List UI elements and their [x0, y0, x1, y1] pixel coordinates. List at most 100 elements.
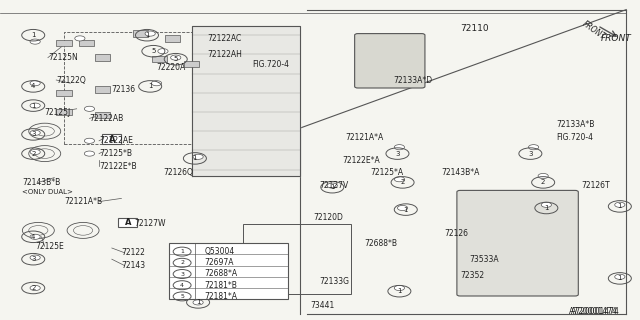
Polygon shape — [192, 26, 300, 176]
Text: 72136: 72136 — [112, 85, 136, 94]
Text: 72133A*B: 72133A*B — [556, 120, 595, 129]
Bar — [95, 54, 110, 61]
Text: 72122AE: 72122AE — [99, 136, 133, 145]
Circle shape — [152, 81, 162, 86]
Text: 72121A*B: 72121A*B — [64, 197, 102, 206]
Text: 72697A: 72697A — [205, 258, 234, 267]
Text: 1: 1 — [404, 207, 408, 212]
Text: 1: 1 — [330, 184, 335, 190]
Circle shape — [30, 130, 40, 135]
Text: 72125N: 72125N — [48, 53, 77, 62]
Circle shape — [30, 255, 40, 260]
Text: 5: 5 — [151, 48, 156, 54]
Text: 2: 2 — [180, 260, 184, 265]
Circle shape — [529, 145, 539, 150]
Bar — [170, 243, 287, 299]
FancyBboxPatch shape — [355, 34, 425, 88]
Text: 73533A: 73533A — [470, 255, 499, 264]
Text: 72181*B: 72181*B — [205, 281, 237, 290]
Text: 72143B*A: 72143B*A — [441, 168, 479, 177]
Text: 72220A: 72220A — [157, 63, 186, 72]
Text: 1: 1 — [148, 84, 152, 89]
Bar — [165, 35, 180, 42]
Bar — [184, 61, 200, 67]
Text: 72122AH: 72122AH — [207, 50, 243, 59]
Circle shape — [84, 138, 95, 143]
Text: 1: 1 — [544, 205, 548, 211]
Text: 5: 5 — [173, 56, 178, 62]
Circle shape — [394, 145, 404, 150]
FancyBboxPatch shape — [118, 218, 138, 227]
Circle shape — [158, 49, 168, 54]
Text: 72133G: 72133G — [319, 277, 349, 286]
Text: 72126T: 72126T — [582, 181, 610, 190]
Bar — [79, 40, 94, 46]
Text: 72127W: 72127W — [134, 220, 166, 228]
Text: 2: 2 — [31, 151, 35, 156]
Text: 72352: 72352 — [460, 271, 484, 280]
FancyBboxPatch shape — [457, 190, 579, 296]
Text: 72122AB: 72122AB — [90, 114, 124, 123]
Text: A: A — [109, 135, 115, 144]
Text: 1: 1 — [196, 300, 200, 305]
Text: 4: 4 — [31, 84, 35, 89]
Text: 1: 1 — [618, 204, 622, 209]
Text: 72122Q: 72122Q — [56, 76, 86, 84]
Text: 1: 1 — [397, 288, 402, 294]
Bar — [56, 40, 72, 46]
Circle shape — [84, 106, 95, 111]
Text: 3: 3 — [528, 151, 532, 156]
Text: 72120D: 72120D — [313, 213, 343, 222]
Text: FRONT: FRONT — [581, 19, 607, 42]
Text: 72125*A: 72125*A — [371, 168, 404, 177]
Circle shape — [30, 234, 40, 239]
Text: 1: 1 — [193, 156, 197, 161]
Text: A720001474: A720001474 — [569, 308, 618, 316]
Text: 1: 1 — [31, 103, 35, 108]
Text: 72125*B: 72125*B — [99, 149, 132, 158]
Text: 3: 3 — [31, 256, 35, 262]
Text: 72127V: 72127V — [319, 181, 349, 190]
Circle shape — [84, 151, 95, 156]
Circle shape — [30, 39, 40, 44]
Text: 72133A*D: 72133A*D — [393, 76, 432, 84]
Circle shape — [30, 149, 40, 155]
Circle shape — [538, 173, 548, 179]
Circle shape — [30, 103, 40, 108]
Text: 4: 4 — [31, 234, 35, 240]
Text: 1: 1 — [180, 249, 184, 254]
Circle shape — [75, 36, 85, 41]
Text: 72181*A: 72181*A — [205, 292, 237, 301]
Text: 72688*B: 72688*B — [364, 239, 397, 248]
Text: 72110: 72110 — [460, 24, 489, 33]
Text: A720001474: A720001474 — [571, 308, 620, 316]
Circle shape — [30, 285, 40, 291]
Bar — [133, 30, 148, 37]
Circle shape — [541, 202, 552, 207]
Circle shape — [145, 31, 156, 36]
Text: <ONLY DUAL>: <ONLY DUAL> — [22, 189, 73, 195]
Circle shape — [193, 154, 204, 159]
Text: 2: 2 — [401, 180, 404, 185]
Circle shape — [30, 81, 40, 86]
Text: Q53004: Q53004 — [205, 247, 235, 256]
Text: FIG.720-4: FIG.720-4 — [556, 133, 593, 142]
Text: FIG.720-4: FIG.720-4 — [252, 60, 289, 68]
Bar — [152, 56, 168, 62]
Circle shape — [171, 55, 181, 60]
Text: 72126: 72126 — [444, 229, 468, 238]
Text: 72122E*B: 72122E*B — [99, 162, 137, 171]
Circle shape — [394, 177, 404, 182]
Bar — [95, 112, 110, 118]
Text: 72126Q: 72126Q — [163, 168, 193, 177]
Text: 73441: 73441 — [310, 301, 334, 310]
Text: 1: 1 — [618, 276, 622, 281]
Text: 72688*A: 72688*A — [205, 269, 237, 278]
Bar — [95, 86, 110, 93]
Bar — [56, 90, 72, 96]
Text: 72143B*B: 72143B*B — [22, 178, 61, 187]
Text: 3: 3 — [396, 151, 400, 156]
Text: 4: 4 — [180, 283, 184, 288]
Text: FRONT: FRONT — [601, 34, 632, 43]
Text: 72125E: 72125E — [35, 242, 64, 251]
